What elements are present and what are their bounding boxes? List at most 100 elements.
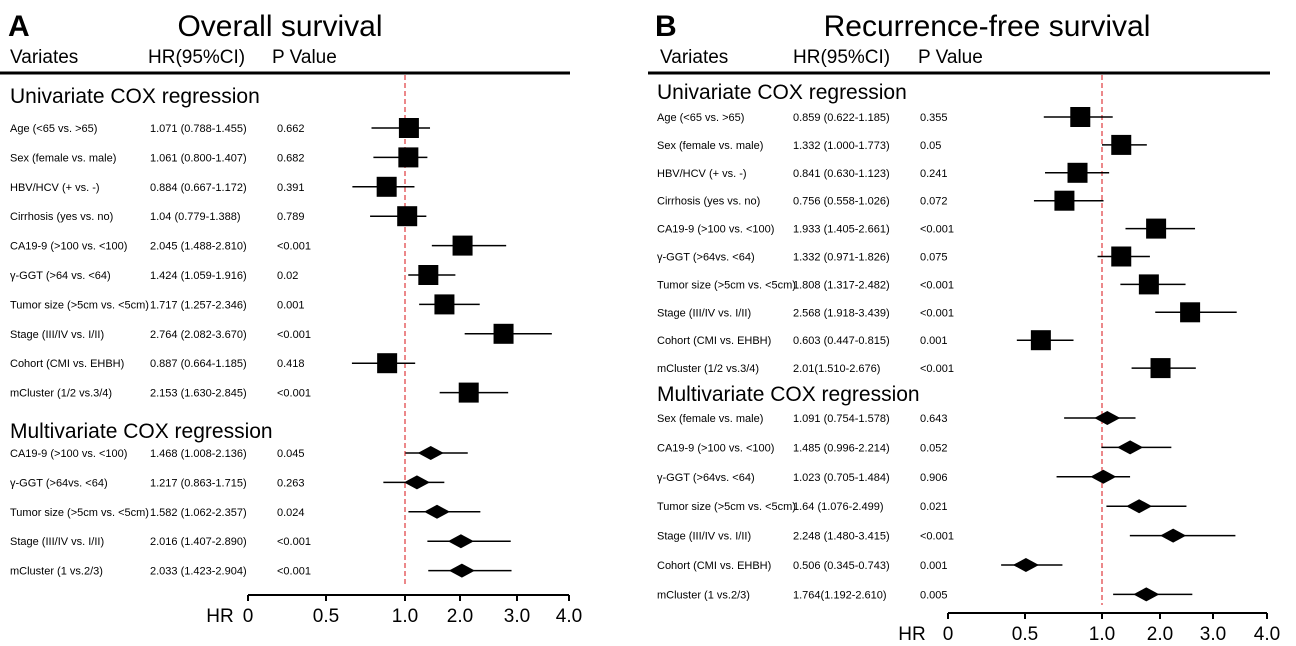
- row-p-value: 0.263: [277, 477, 305, 489]
- row-p-value: 0.02: [277, 270, 298, 282]
- hr-point-diamond: [403, 475, 430, 490]
- row-p-value: 0.682: [277, 152, 305, 164]
- row-hr-ci: 1.332 (0.971-1.826): [793, 252, 890, 264]
- hr-point-diamond: [1090, 469, 1117, 484]
- hr-point-diamond: [1133, 587, 1160, 602]
- row-p-value: <0.001: [920, 279, 954, 291]
- row-p-value: 0.001: [277, 299, 305, 311]
- row-label: Age (<65 vs. >65): [10, 123, 97, 135]
- hr-point-square: [434, 294, 455, 315]
- x-tick-label: 1.0: [1089, 624, 1115, 645]
- row-label: Stage (III/IV vs. I/II): [10, 329, 104, 341]
- row-hr-ci: 2.045 (1.488-2.810): [150, 241, 247, 253]
- row-label: Age (<65 vs. >65): [657, 112, 744, 124]
- row-p-value: 0.662: [277, 123, 305, 135]
- hr-point-square: [418, 265, 439, 285]
- row-label: CA19-9 (>100 vs. <100): [10, 448, 127, 460]
- row-p-value: <0.001: [277, 388, 311, 400]
- header-variates: Variates: [10, 47, 78, 68]
- panel-letter: B: [655, 10, 677, 43]
- row-p-value: <0.001: [920, 224, 954, 236]
- hr-point-diamond: [424, 504, 451, 519]
- hr-point-diamond: [1117, 440, 1144, 455]
- row-p-value: 0.001: [920, 335, 948, 347]
- x-tick-label: 1.0: [392, 606, 418, 627]
- header-variates: Variates: [660, 47, 728, 68]
- row-label: Cohort (CMI vs. EHBH): [657, 560, 771, 572]
- x-tick-label: 4.0: [556, 606, 582, 627]
- row-p-value: 0.024: [277, 507, 305, 519]
- row-hr-ci: 1.061 (0.800-1.407): [150, 152, 247, 164]
- row-label: γ-GGT (>64vs. <64): [657, 472, 755, 484]
- hr-point-square: [377, 353, 398, 374]
- row-hr-ci: 1.64 (1.076-2.499): [793, 501, 884, 513]
- hr-point-square: [376, 176, 397, 197]
- hr-point-square: [452, 235, 473, 256]
- x-tick-label: 0: [943, 624, 954, 645]
- row-p-value: 0.241: [920, 168, 948, 180]
- row-hr-ci: 0.603 (0.447-0.815): [793, 335, 890, 347]
- x-tick-label: 0.5: [1012, 624, 1038, 645]
- hr-point-square: [1111, 246, 1132, 267]
- row-hr-ci: 0.859 (0.622-1.185): [793, 112, 890, 124]
- row-label: mCluster (1/2 vs.3/4): [657, 363, 759, 375]
- hr-point-square: [398, 118, 419, 138]
- x-tick-label: 0.5: [313, 606, 339, 627]
- x-tick-label: 3.0: [504, 606, 530, 627]
- row-label: Sex (female vs. male): [657, 140, 763, 152]
- row-label: HBV/HCV (+ vs. -): [657, 168, 747, 180]
- hr-point-square: [397, 206, 418, 227]
- row-hr-ci: 1.071 (0.788-1.455): [150, 123, 247, 135]
- header-hr-ci: HR(95%CI): [148, 47, 245, 68]
- hr-point-square: [1138, 274, 1159, 295]
- hr-point-diamond: [447, 534, 474, 549]
- row-hr-ci: 1.582 (1.062-2.357): [150, 507, 247, 519]
- row-p-value: 0.045: [277, 448, 305, 460]
- panel-letter: A: [8, 10, 30, 43]
- row-hr-ci: 1.764(1.192-2.610): [793, 589, 887, 601]
- row-label: mCluster (1 vs.2/3): [657, 589, 750, 601]
- row-p-value: 0.052: [920, 442, 948, 454]
- row-label: CA19-9 (>100 vs. <100): [10, 241, 127, 253]
- row-p-value: 0.021: [920, 501, 948, 513]
- row-p-value: 0.005: [920, 589, 948, 601]
- row-hr-ci: 1.485 (0.996-2.214): [793, 442, 890, 454]
- section-title: Multivariate COX regression: [657, 383, 920, 406]
- hr-point-square: [458, 382, 479, 403]
- row-hr-ci: 1.217 (0.863-1.715): [150, 477, 247, 489]
- row-label: Tumor size (>5cm vs. <5cm): [657, 501, 796, 513]
- hr-point-square: [1150, 358, 1171, 379]
- row-hr-ci: 1.933 (1.405-2.661): [793, 224, 890, 236]
- row-label: Cohort (CMI vs. EHBH): [10, 358, 124, 370]
- row-hr-ci: 2.153 (1.630-2.845): [150, 388, 247, 400]
- row-p-value: 0.072: [920, 196, 948, 208]
- row-label: Stage (III/IV vs. I/II): [657, 307, 751, 319]
- row-hr-ci: 1.424 (1.059-1.916): [150, 270, 247, 282]
- row-hr-ci: 0.884 (0.667-1.172): [150, 182, 247, 194]
- hr-point-diamond: [1012, 558, 1039, 572]
- row-hr-ci: 1.091 (0.754-1.578): [793, 413, 890, 425]
- row-label: Stage (III/IV vs. I/II): [657, 531, 751, 543]
- x-axis-label: HR: [206, 606, 233, 627]
- row-label: γ-GGT (>64vs. <64): [10, 477, 108, 489]
- row-p-value: 0.906: [920, 472, 948, 484]
- hr-point-square: [1070, 107, 1091, 127]
- row-label: Tumor size (>5cm vs. <5cm): [10, 299, 149, 311]
- row-p-value: 0.391: [277, 182, 305, 194]
- row-label: γ-GGT (>64 vs. <64): [10, 270, 111, 282]
- x-tick-label: 3.0: [1200, 624, 1226, 645]
- row-label: CA19-9 (>100 vs. <100): [657, 224, 774, 236]
- row-hr-ci: 2.568 (1.918-3.439): [793, 307, 890, 319]
- row-p-value: 0.075: [920, 252, 948, 264]
- row-label: Tumor size (>5cm vs. <5cm): [10, 507, 149, 519]
- row-p-value: 0.05: [920, 140, 941, 152]
- row-hr-ci: 1.808 (1.317-2.482): [793, 279, 890, 291]
- x-tick-label: 4.0: [1254, 624, 1280, 645]
- hr-point-square: [398, 147, 419, 168]
- row-p-value: 0.355: [920, 112, 948, 124]
- row-p-value: <0.001: [920, 363, 954, 375]
- row-hr-ci: 1.717 (1.257-2.346): [150, 299, 247, 311]
- row-p-value: <0.001: [277, 241, 311, 253]
- hr-point-diamond: [1126, 499, 1153, 514]
